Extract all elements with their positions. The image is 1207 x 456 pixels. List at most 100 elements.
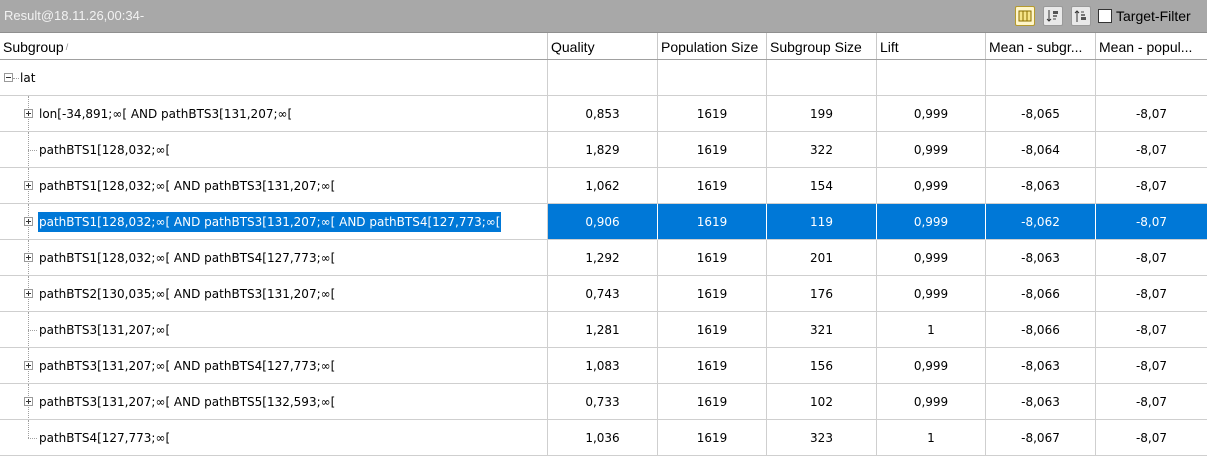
mean-subgroup-cell: -8,063 [986,240,1096,276]
mean-subgroup-cell: -8,063 [986,168,1096,204]
target-filter-toggle[interactable]: Target-Filter [1098,6,1191,26]
expand-icon[interactable] [24,217,33,226]
lift-cell: 0,999 [877,96,986,132]
population-size-cell: 1619 [658,348,767,384]
mean-subgroup-cell: -8,066 [986,312,1096,348]
quality-cell: 0,853 [548,96,658,132]
table-row[interactable]: lon[-34,891;∞[ AND pathBTS3[131,207;∞[ 0… [0,96,1207,132]
lift-cell: 0,999 [877,348,986,384]
quality-cell: 1,281 [548,312,658,348]
mean-population-cell [1096,60,1207,96]
subgroup-cell: pathBTS1[128,032;∞[ AND pathBTS3[131,207… [0,168,548,204]
title-bar: Result@18.11.26,00:34- Target-Filter [0,0,1207,33]
table-row-selected[interactable]: pathBTS1[128,032;∞[ AND pathBTS3[131,207… [0,204,1207,240]
subgroup-size-cell: 323 [767,420,877,456]
sort-desc-icon [1046,10,1058,22]
quality-cell: 1,829 [548,132,658,168]
population-size-cell: 1619 [658,168,767,204]
mean-subgroup-cell: -8,066 [986,276,1096,312]
tree-root-row[interactable]: lat [0,60,1207,96]
tree-connector [28,330,37,331]
mean-population-cell: -8,07 [1096,168,1207,204]
expand-icon[interactable] [24,397,33,406]
subgroup-size-cell: 156 [767,348,877,384]
quality-cell: 1,036 [548,420,658,456]
expand-icon[interactable] [24,361,33,370]
table-row[interactable]: pathBTS1[128,032;∞[ AND pathBTS4[127,773… [0,240,1207,276]
population-size-cell: 1619 [658,96,767,132]
column-header-label: Subgroup Size [770,39,862,55]
table-row[interactable]: pathBTS2[130,035;∞[ AND pathBTS3[131,207… [0,276,1207,312]
mean-subgroup-cell: -8,065 [986,96,1096,132]
subgroup-cell: pathBTS3[131,207;∞[ [0,312,548,348]
column-header-label: Population Size [661,39,759,55]
subgroup-label: pathBTS2[130,035;∞[ AND pathBTS3[131,207… [39,287,336,301]
table-row[interactable]: pathBTS3[131,207;∞[ 1,281 1619 321 1 -8,… [0,312,1207,348]
expand-icon[interactable] [24,253,33,262]
subgroup-size-cell: 199 [767,96,877,132]
subgroup-size-cell: 201 [767,240,877,276]
quality-cell: 1,292 [548,240,658,276]
subgroup-label: pathBTS1[128,032;∞[ [39,143,171,157]
mean-population-cell: -8,07 [1096,96,1207,132]
tree-connector [28,420,29,438]
column-header-subgroup-size[interactable]: Subgroup Size [767,33,877,59]
column-header-subgroup[interactable]: Subgroup / [0,33,548,59]
column-header-mean-subgroup[interactable]: Mean - subgr... [986,33,1096,59]
table-row[interactable]: pathBTS1[128,032;∞[ 1,829 1619 322 0,999… [0,132,1207,168]
quality-cell: 0,906 [548,204,658,240]
columns-button[interactable] [1015,6,1035,26]
population-size-cell: 1619 [658,276,767,312]
subgroup-cell: pathBTS3[131,207;∞[ AND pathBTS5[132,593… [0,384,548,420]
target-filter-checkbox[interactable] [1098,9,1112,23]
quality-cell: 0,733 [548,384,658,420]
column-header-mean-population[interactable]: Mean - popul... [1096,33,1207,59]
subgroup-cell: pathBTS3[131,207;∞[ AND pathBTS4[127,773… [0,348,548,384]
quality-cell [548,60,658,96]
table-row[interactable]: pathBTS3[131,207;∞[ AND pathBTS5[132,593… [0,384,1207,420]
column-header-label: Lift [880,39,899,55]
mean-subgroup-cell: -8,067 [986,420,1096,456]
table-row[interactable]: pathBTS1[128,032;∞[ AND pathBTS3[131,207… [0,168,1207,204]
sort-ascending-button[interactable] [1071,6,1091,26]
subgroup-size-cell: 119 [767,204,877,240]
expand-icon[interactable] [24,289,33,298]
mean-population-cell: -8,07 [1096,348,1207,384]
sort-asc-icon [1074,10,1086,22]
population-size-cell: 1619 [658,132,767,168]
column-header-lift[interactable]: Lift [877,33,986,59]
subgroup-cell: pathBTS1[128,032;∞[ AND pathBTS4[127,773… [0,240,548,276]
lift-cell: 0,999 [877,240,986,276]
quality-cell: 0,743 [548,276,658,312]
table-row[interactable]: pathBTS3[131,207;∞[ AND pathBTS4[127,773… [0,348,1207,384]
tree-connector [28,150,37,151]
table-header: Subgroup / Quality Population Size Subgro… [0,33,1207,60]
subgroup-cell: pathBTS2[130,035;∞[ AND pathBTS3[131,207… [0,276,548,312]
subgroup-cell: pathBTS1[128,032;∞[ AND pathBTS3[131,207… [0,204,548,240]
mean-population-cell: -8,07 [1096,420,1207,456]
population-size-cell [658,60,767,96]
subgroup-cell: lon[-34,891;∞[ AND pathBTS3[131,207;∞[ [0,96,548,132]
lift-cell: 0,999 [877,132,986,168]
columns-icon [1018,10,1032,22]
column-header-quality[interactable]: Quality [548,33,658,59]
population-size-cell: 1619 [658,240,767,276]
lift-cell: 0,999 [877,168,986,204]
population-size-cell: 1619 [658,312,767,348]
expand-icon[interactable] [24,181,33,190]
sort-descending-button[interactable] [1043,6,1063,26]
subgroup-size-cell: 102 [767,384,877,420]
lift-cell: 0,999 [877,276,986,312]
subgroup-label: lat [20,71,36,85]
result-tree-table: lat lon[-34,891;∞[ AND pathBTS3[131,207;… [0,60,1207,456]
tree-connector [28,312,29,347]
expand-icon[interactable] [24,109,33,118]
table-row[interactable]: pathBTS4[127,773;∞[ 1,036 1619 323 1 -8,… [0,420,1207,456]
mean-subgroup-cell [986,60,1096,96]
column-header-population-size[interactable]: Population Size [658,33,767,59]
subgroup-label: pathBTS3[131,207;∞[ AND pathBTS4[127,773… [39,359,336,373]
collapse-icon[interactable] [4,73,13,82]
subgroup-size-cell: 321 [767,312,877,348]
sort-indicator-icon: / [65,42,69,52]
population-size-cell: 1619 [658,204,767,240]
